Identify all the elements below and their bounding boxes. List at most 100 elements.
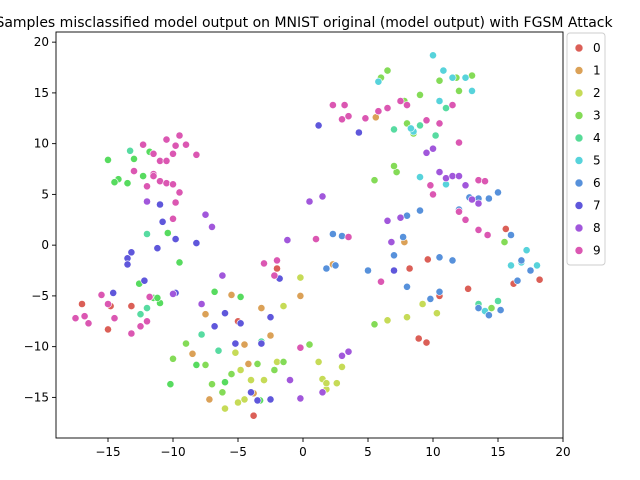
x-tick-label: −15	[95, 445, 120, 459]
data-point	[273, 264, 281, 273]
data-point	[435, 97, 444, 105]
data-point	[418, 300, 427, 308]
data-point	[123, 179, 132, 188]
data-point	[435, 76, 444, 85]
axes-frame	[55, 31, 564, 439]
data-point	[461, 215, 470, 224]
data-point	[104, 300, 112, 308]
data-point	[448, 256, 457, 265]
x-tick-label: 0	[299, 445, 307, 459]
y-tick-label: 15	[34, 86, 49, 100]
data-point	[145, 292, 154, 301]
x-tick-label: 5	[364, 445, 372, 459]
data-point	[429, 190, 437, 199]
data-point	[104, 325, 112, 334]
data-point	[153, 244, 162, 253]
legend-marker	[574, 66, 584, 75]
data-point	[442, 104, 450, 112]
data-point	[396, 97, 405, 105]
legend-marker	[574, 43, 584, 53]
data-point	[84, 319, 93, 328]
legend-label: 2	[593, 86, 601, 100]
data-point	[517, 256, 526, 265]
y-tick-label: −15	[24, 390, 49, 404]
data-point	[169, 354, 177, 363]
data-point	[435, 119, 444, 128]
data-point	[435, 253, 444, 262]
data-point	[305, 197, 314, 206]
data-point	[127, 302, 136, 310]
data-point	[149, 172, 158, 180]
data-point	[208, 380, 216, 389]
data-point	[208, 222, 216, 231]
data-point	[214, 346, 223, 355]
data-point	[500, 238, 509, 246]
data-point	[403, 282, 411, 291]
y-tick-label: 10	[34, 137, 49, 151]
data-point	[494, 188, 502, 197]
data-point	[422, 148, 431, 157]
data-point	[231, 339, 240, 348]
data-point	[331, 261, 340, 270]
data-point	[270, 366, 279, 374]
x-tick-label: 20	[555, 445, 570, 459]
y-tick-label: −5	[31, 289, 49, 303]
data-point	[322, 264, 331, 273]
data-point	[328, 230, 337, 238]
data-point	[403, 211, 411, 220]
data-point	[143, 317, 151, 326]
data-point	[266, 395, 275, 404]
data-point	[97, 290, 106, 299]
data-point	[296, 394, 305, 403]
data-point	[305, 340, 314, 349]
x-tick-label: −10	[160, 445, 185, 459]
data-point	[175, 131, 184, 140]
data-point	[423, 255, 432, 264]
data-point	[130, 167, 138, 175]
y-tick-label: 5	[41, 187, 49, 201]
data-point	[455, 172, 463, 180]
data-point	[474, 225, 483, 234]
data-point	[468, 87, 476, 95]
data-point	[361, 114, 370, 123]
data-point	[210, 287, 219, 296]
data-point	[236, 366, 245, 374]
legend-marker	[574, 156, 584, 165]
data-point	[227, 290, 236, 299]
data-point	[201, 360, 210, 369]
data-point	[429, 144, 437, 153]
data-point	[182, 339, 190, 348]
legend-label: 5	[593, 154, 601, 168]
data-point	[175, 188, 184, 197]
data-point	[377, 277, 385, 286]
data-point	[143, 304, 151, 312]
x-tick-label: −5	[229, 445, 247, 459]
data-point	[247, 388, 255, 397]
data-point	[218, 388, 227, 397]
data-point	[468, 195, 476, 204]
data-point	[110, 314, 119, 323]
data-point	[435, 168, 444, 176]
data-point	[474, 176, 483, 185]
data-point	[169, 289, 177, 298]
data-point	[257, 304, 266, 312]
legend-label: 0	[593, 41, 601, 55]
data-point	[414, 334, 423, 343]
data-point	[249, 411, 258, 420]
data-point	[406, 124, 415, 133]
data-point	[143, 182, 151, 191]
data-point	[322, 379, 331, 388]
data-point	[332, 379, 341, 388]
data-point	[143, 230, 151, 238]
data-point	[314, 121, 323, 130]
data-point	[507, 261, 515, 270]
data-point	[533, 261, 541, 270]
data-point	[390, 125, 398, 134]
data-point	[416, 206, 424, 215]
data-point	[227, 370, 236, 378]
data-point	[80, 312, 89, 321]
legend-marker	[574, 246, 584, 255]
data-point	[464, 284, 472, 293]
data-point	[286, 376, 294, 384]
